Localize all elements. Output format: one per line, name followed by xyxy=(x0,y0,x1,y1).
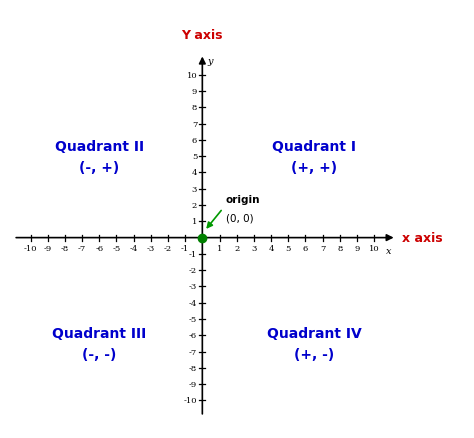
Text: -4: -4 xyxy=(129,244,138,252)
Text: -7: -7 xyxy=(189,348,197,356)
Text: 1: 1 xyxy=(192,218,197,226)
Text: x: x xyxy=(386,246,392,255)
Text: -8: -8 xyxy=(189,364,197,372)
Text: Quadrant III: Quadrant III xyxy=(52,326,146,340)
Text: 9: 9 xyxy=(354,244,360,252)
Text: 7: 7 xyxy=(320,244,325,252)
Text: 7: 7 xyxy=(192,120,197,128)
Text: -3: -3 xyxy=(189,283,197,291)
Text: Quadrant I: Quadrant I xyxy=(272,139,356,153)
Text: 10: 10 xyxy=(369,244,380,252)
Text: -9: -9 xyxy=(44,244,52,252)
Text: Y axis: Y axis xyxy=(182,28,223,42)
Text: -10: -10 xyxy=(184,396,197,404)
Text: (+, -): (+, -) xyxy=(294,347,334,361)
Text: 8: 8 xyxy=(192,104,197,112)
Text: 1: 1 xyxy=(217,244,222,252)
Text: 4: 4 xyxy=(191,169,197,177)
Text: y: y xyxy=(207,57,213,66)
Text: (-, +): (-, +) xyxy=(79,160,119,174)
Text: Quadrant II: Quadrant II xyxy=(55,139,144,153)
Text: -6: -6 xyxy=(189,332,197,339)
Text: 3: 3 xyxy=(192,185,197,193)
Text: 8: 8 xyxy=(337,244,343,252)
Text: (0, 0): (0, 0) xyxy=(226,213,253,223)
Text: 9: 9 xyxy=(192,88,197,96)
Text: 4: 4 xyxy=(268,244,274,252)
Text: -9: -9 xyxy=(189,380,197,388)
Text: 6: 6 xyxy=(192,137,197,145)
Text: 2: 2 xyxy=(192,201,197,209)
Text: 10: 10 xyxy=(187,72,197,80)
Text: -6: -6 xyxy=(95,244,103,252)
Text: 5: 5 xyxy=(285,244,291,252)
Text: -2: -2 xyxy=(189,267,197,275)
Text: -5: -5 xyxy=(112,244,120,252)
Text: -7: -7 xyxy=(78,244,86,252)
Text: 3: 3 xyxy=(251,244,256,252)
Text: x axis: x axis xyxy=(401,232,442,244)
Text: origin: origin xyxy=(226,195,260,205)
Text: -8: -8 xyxy=(61,244,69,252)
Text: (+, +): (+, +) xyxy=(291,160,337,174)
Text: 5: 5 xyxy=(192,153,197,161)
Text: -2: -2 xyxy=(164,244,172,252)
Text: 2: 2 xyxy=(234,244,239,252)
Text: Quadrant IV: Quadrant IV xyxy=(267,326,361,340)
Text: -3: -3 xyxy=(146,244,155,252)
Text: -1: -1 xyxy=(189,251,197,258)
Text: (-, -): (-, -) xyxy=(82,347,117,361)
Text: -4: -4 xyxy=(189,299,197,307)
Text: -10: -10 xyxy=(24,244,37,252)
Text: -5: -5 xyxy=(189,315,197,323)
Text: 6: 6 xyxy=(303,244,308,252)
Text: -1: -1 xyxy=(181,244,189,252)
